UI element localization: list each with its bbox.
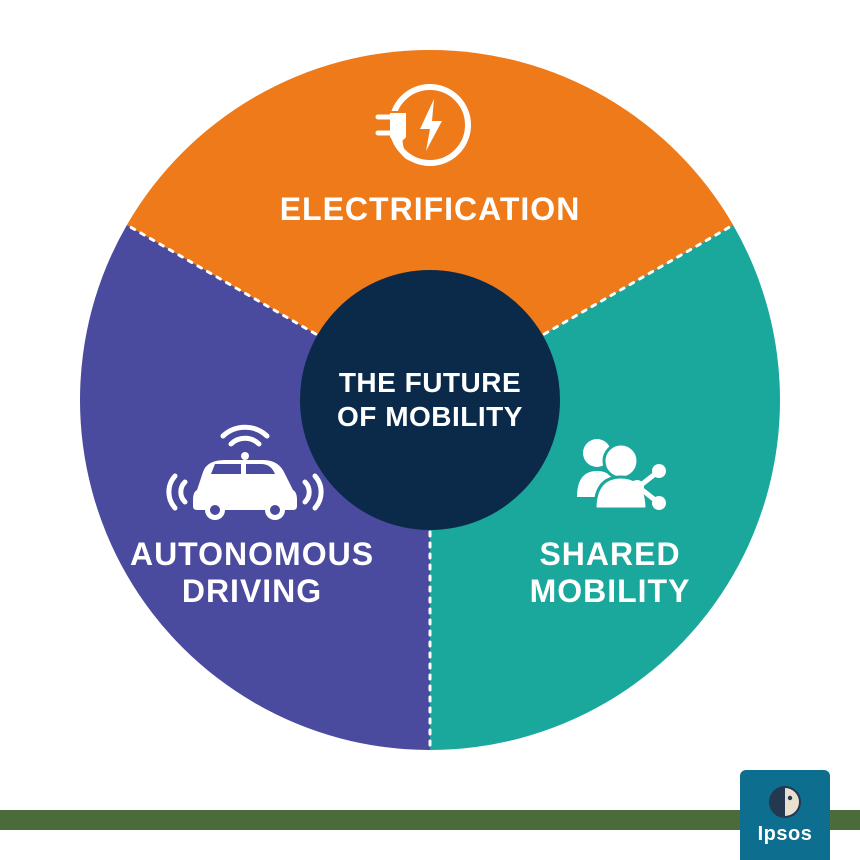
center-label-line2: OF MOBILITY — [337, 401, 523, 432]
infographic-stage: THE FUTURE OF MOBILITY ELECTRIFICATION S… — [0, 0, 860, 860]
footer-bar — [0, 810, 860, 830]
ipsos-logo: Ipsos — [740, 770, 830, 860]
center-label-line1: THE FUTURE — [339, 367, 521, 398]
ipsos-logo-text: Ipsos — [758, 823, 813, 846]
label-shared-1: SHARED — [539, 536, 680, 572]
center-circle — [300, 270, 560, 530]
label-shared-2: MOBILITY — [530, 573, 691, 609]
label-autonomous-1: AUTONOMOUS — [130, 536, 374, 572]
ipsos-head-icon — [768, 785, 802, 819]
mobility-pie-chart: THE FUTURE OF MOBILITY ELECTRIFICATION S… — [0, 0, 860, 860]
label-electrification: ELECTRIFICATION — [280, 191, 581, 227]
label-autonomous-2: DRIVING — [182, 573, 322, 609]
